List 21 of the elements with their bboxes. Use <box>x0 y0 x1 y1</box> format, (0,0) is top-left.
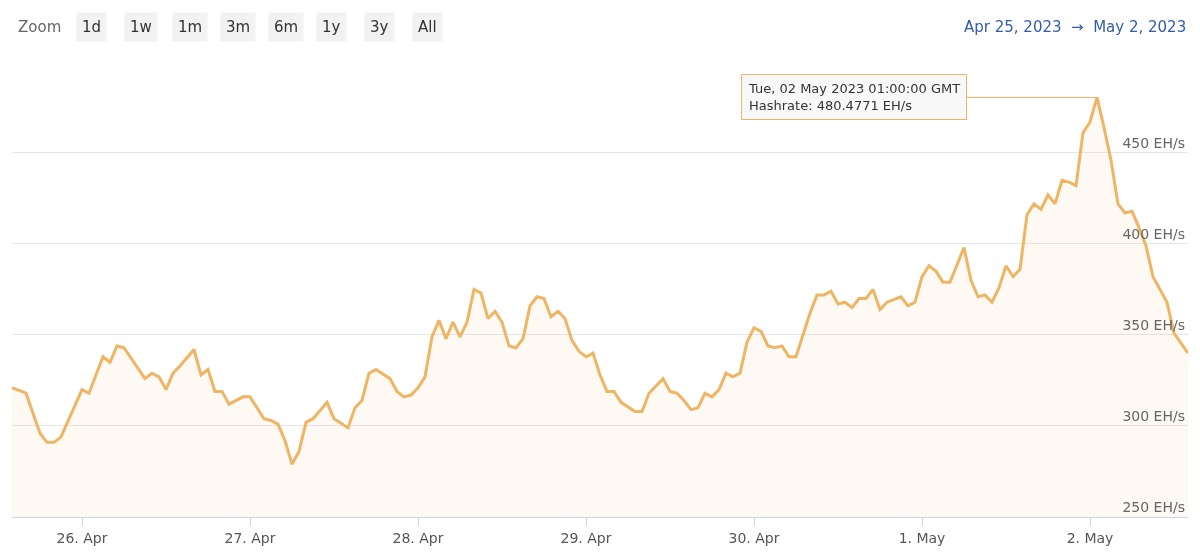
annotation: 3y <box>370 18 389 36</box>
annotation: 1w <box>130 18 152 36</box>
annotation: Tue, 02 May 2023 01:00:00 GMT Hashrate: 480.4771 EH/s <box>748 81 961 113</box>
x-tick-label: 30. Apr <box>728 529 780 546</box>
annotation: 6m <box>274 18 299 36</box>
x-tick-label: 29. Apr <box>560 529 612 546</box>
x-tick-label: 26. Apr <box>56 529 108 546</box>
annotation: 1m <box>178 18 203 36</box>
x-tick-label: 27. Apr <box>224 529 276 546</box>
annotation: 3m <box>226 18 251 36</box>
annotation: Apr 25, 2023 → May 2, 2023 <box>964 18 1187 36</box>
annotation: Zoom <box>18 18 62 36</box>
y-tick-label: 250 EH/s <box>1122 499 1185 516</box>
y-tick-label: 300 EH/s <box>1122 408 1185 425</box>
annotation: 1d <box>82 18 102 36</box>
x-tick-label: 1. May <box>898 529 946 546</box>
x-tick-label: 2. May <box>1066 529 1114 546</box>
annotation: All <box>418 18 437 36</box>
annotation: 1y <box>322 18 341 36</box>
y-tick-label: 450 EH/s <box>1122 135 1185 152</box>
x-tick-label: 28. Apr <box>392 529 444 546</box>
